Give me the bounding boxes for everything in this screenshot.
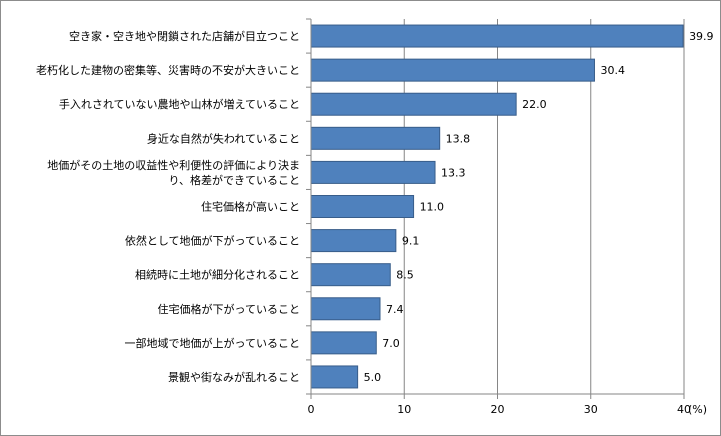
bars: [310, 24, 684, 389]
value-label: 7.4: [386, 303, 404, 316]
value-label: 13.8: [446, 132, 471, 145]
value-label: 8.5: [396, 269, 414, 282]
category-label-line: 景観や街なみが乱れること: [168, 370, 300, 384]
x-tick-label: 10: [397, 403, 411, 416]
bar: [310, 263, 391, 287]
category-label: 依然として地価が下がっていること: [125, 234, 300, 248]
category-label-line: 住宅価格が高いこと: [201, 200, 300, 214]
value-label: 39.9: [689, 30, 714, 43]
category-label: 景観や街なみが乱れること: [168, 370, 300, 384]
category-label: 相続時に土地が細分化されること: [135, 268, 300, 282]
category-labels: 空き家・空き地や閉鎖された店舗が目立つこと老朽化した建物の密集等、災害時の不安が…: [36, 29, 300, 384]
bar: [310, 24, 684, 48]
category-label: 住宅価格が下がっていること: [158, 302, 300, 316]
bar: [310, 126, 441, 150]
category-label-line: 老朽化した建物の密集等、災害時の不安が大きいこと: [36, 63, 300, 77]
category-label-line: 一部地域で地価が上がっていること: [125, 336, 300, 350]
x-tick-label: 0: [308, 403, 315, 416]
value-label: 13.3: [441, 166, 466, 179]
category-label-line: 住宅価格が下がっていること: [158, 302, 300, 316]
category-label-line: り、格差ができていること: [168, 173, 300, 187]
category-label-line: 相続時に土地が細分化されること: [135, 268, 300, 282]
category-label-line: 依然として地価が下がっていること: [125, 234, 300, 248]
category-label: 手入れされていない農地や山林が増えていること: [59, 97, 300, 111]
bar: [310, 297, 381, 321]
category-label: 住宅価格が高いこと: [201, 200, 300, 214]
category-label-line: 手入れされていない農地や山林が増えていること: [59, 97, 300, 111]
tick-labels: 0 10 20 30 40: [308, 403, 692, 416]
bar: [310, 92, 517, 116]
value-label: 5.0: [364, 371, 382, 384]
value-label: 9.1: [402, 235, 420, 248]
x-tick-label: 20: [491, 403, 505, 416]
category-label-line: 空き家・空き地や閉鎖された店舗が目立つこと: [69, 29, 300, 43]
value-label: 30.4: [600, 64, 625, 77]
category-label: 一部地域で地価が上がっていること: [125, 336, 300, 350]
value-label: 22.0: [522, 98, 547, 111]
category-label: 老朽化した建物の密集等、災害時の不安が大きいこと: [36, 63, 300, 77]
category-label-line: 身近な自然が失われていること: [147, 131, 300, 145]
x-tick-label: 30: [584, 403, 598, 416]
category-label: 空き家・空き地や閉鎖された店舗が目立つこと: [69, 29, 300, 43]
value-label: 11.0: [420, 201, 445, 214]
category-label: 身近な自然が失われていること: [147, 131, 300, 145]
value-label: 7.0: [382, 337, 400, 350]
bar: [310, 58, 595, 82]
bar: [310, 195, 415, 218]
bar: [310, 365, 359, 389]
category-label-line: 地価がその土地の収益性や利便性の評価により決ま: [47, 158, 300, 172]
x-unit-label: (%): [688, 403, 707, 416]
value-labels: 39.9 30.4 22.0 13.8 13.3 11.0 9.1 8.5 7.4 7.0 5.0: [364, 30, 714, 384]
category-label: 地価がその土地の収益性や利便性の評価により決まり、格差ができていること: [47, 158, 300, 187]
x-tick-label: 40: [677, 403, 691, 416]
axes: [306, 18, 685, 399]
bar: [310, 160, 436, 184]
bar: [310, 229, 397, 253]
bar: [310, 331, 377, 355]
